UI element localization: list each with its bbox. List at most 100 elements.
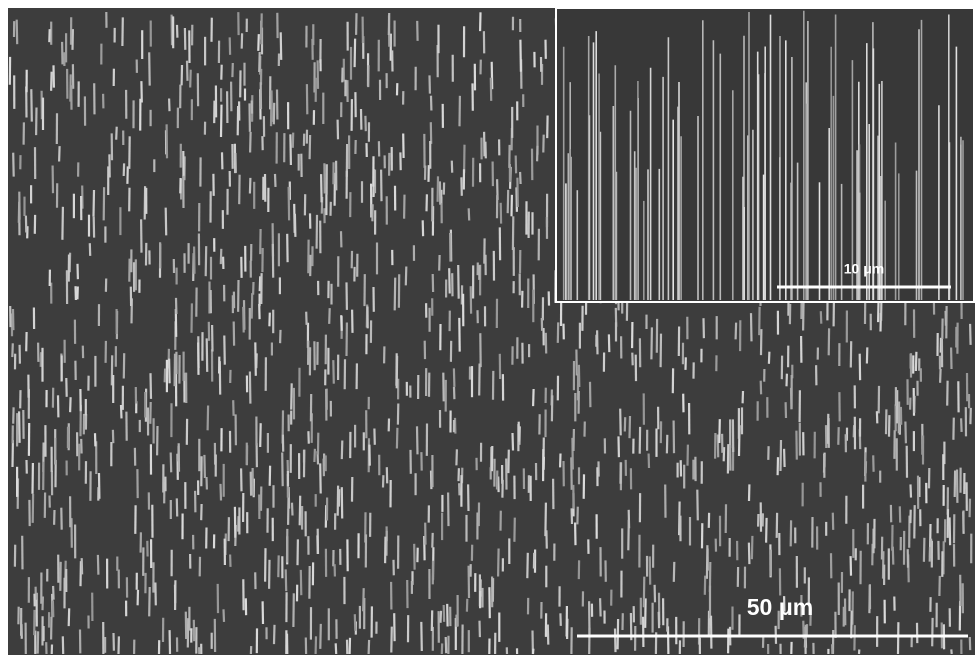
nanowire bbox=[355, 39, 356, 68]
nanowire bbox=[282, 453, 283, 487]
nanowire bbox=[533, 389, 534, 406]
nanowire bbox=[395, 278, 396, 311]
nanowire bbox=[288, 493, 289, 525]
nanowire bbox=[295, 214, 296, 237]
nanowire bbox=[149, 587, 150, 616]
nanowire bbox=[342, 441, 343, 460]
nanowire bbox=[259, 52, 260, 72]
nanowire bbox=[749, 543, 750, 565]
nanowire bbox=[508, 190, 509, 213]
nanowire bbox=[208, 406, 209, 431]
nanowire bbox=[17, 20, 18, 45]
nanowire bbox=[454, 368, 455, 387]
nanowire bbox=[513, 433, 514, 451]
nanowire bbox=[520, 40, 521, 72]
nanowire bbox=[417, 426, 418, 454]
page: 10 μm 50 μm (() => { const data = JSON.p… bbox=[0, 0, 975, 655]
nanowire bbox=[314, 449, 315, 462]
nanowire bbox=[19, 411, 20, 443]
nanowire bbox=[406, 267, 407, 286]
inset: 10 μm bbox=[556, 8, 974, 302]
nanowire bbox=[851, 611, 852, 639]
nanowire bbox=[289, 187, 290, 221]
nanowire bbox=[449, 268, 450, 293]
nanowire bbox=[252, 293, 253, 319]
nanowire bbox=[628, 520, 629, 551]
nanowire bbox=[224, 609, 225, 622]
nanowire bbox=[970, 324, 971, 345]
nanowire bbox=[292, 503, 293, 516]
nanowire bbox=[630, 416, 631, 438]
nanowire bbox=[291, 383, 292, 409]
nanowire bbox=[651, 327, 652, 359]
nanowire bbox=[224, 336, 225, 365]
nanowire bbox=[397, 428, 398, 449]
nanowire bbox=[940, 369, 941, 383]
nanowire bbox=[121, 405, 122, 418]
nanowire bbox=[618, 619, 619, 649]
nanowire bbox=[644, 577, 645, 608]
nanowire bbox=[206, 246, 207, 276]
nanowire bbox=[255, 342, 256, 375]
nanowire bbox=[527, 553, 528, 578]
nanowire bbox=[12, 343, 13, 357]
nanowire bbox=[736, 323, 737, 340]
nanowire bbox=[333, 360, 334, 384]
nanowire bbox=[70, 397, 71, 412]
nanowire bbox=[441, 611, 442, 623]
nanowire bbox=[51, 72, 52, 91]
nanowire bbox=[166, 208, 167, 236]
nanowire bbox=[281, 32, 282, 60]
nanowire bbox=[369, 640, 370, 654]
nanowire bbox=[391, 627, 392, 653]
nanowire bbox=[31, 89, 32, 121]
nanowire bbox=[916, 352, 917, 371]
nanowire bbox=[116, 127, 117, 140]
nanowire bbox=[169, 359, 170, 384]
nanowire bbox=[149, 52, 150, 85]
nanowire bbox=[151, 373, 152, 399]
nanowire bbox=[13, 153, 14, 177]
nanowire bbox=[600, 598, 601, 616]
nanowire bbox=[221, 484, 222, 501]
nanowire bbox=[250, 372, 251, 404]
nanowire bbox=[275, 174, 276, 187]
nanowire bbox=[821, 311, 822, 324]
nanowire bbox=[784, 449, 785, 467]
nanowire bbox=[766, 518, 767, 543]
nanowire bbox=[260, 276, 261, 291]
nanowire bbox=[620, 409, 621, 436]
nanowire bbox=[924, 538, 925, 562]
nanowire bbox=[905, 422, 906, 444]
nanowire bbox=[69, 608, 70, 626]
nanowire bbox=[548, 625, 549, 645]
nanowire bbox=[674, 562, 675, 582]
nanowire bbox=[950, 517, 951, 545]
nanowire bbox=[363, 588, 364, 611]
nanowire bbox=[615, 629, 616, 653]
nanowire bbox=[520, 172, 521, 184]
nanowire bbox=[321, 174, 322, 202]
nanowire bbox=[221, 249, 222, 264]
nanowire bbox=[911, 484, 912, 497]
nanowire bbox=[719, 419, 720, 443]
nanowire bbox=[258, 34, 259, 51]
nanowire bbox=[469, 208, 470, 220]
nanowire bbox=[421, 622, 422, 651]
nanowire bbox=[697, 490, 698, 521]
nanowire bbox=[751, 313, 752, 341]
nanowire bbox=[290, 134, 291, 165]
nanowire bbox=[498, 549, 499, 577]
inset-scale-label: 10 μm bbox=[844, 261, 884, 277]
nanowire bbox=[62, 207, 63, 240]
nanowire bbox=[274, 625, 275, 644]
nanowire bbox=[310, 135, 311, 159]
nanowire bbox=[250, 132, 251, 153]
nanowire bbox=[190, 70, 191, 88]
nanowire bbox=[781, 440, 782, 471]
nanowire bbox=[769, 352, 770, 364]
nanowire bbox=[707, 545, 708, 579]
nanowire bbox=[301, 570, 302, 595]
nanowire bbox=[893, 547, 894, 565]
nanowire bbox=[221, 105, 222, 137]
